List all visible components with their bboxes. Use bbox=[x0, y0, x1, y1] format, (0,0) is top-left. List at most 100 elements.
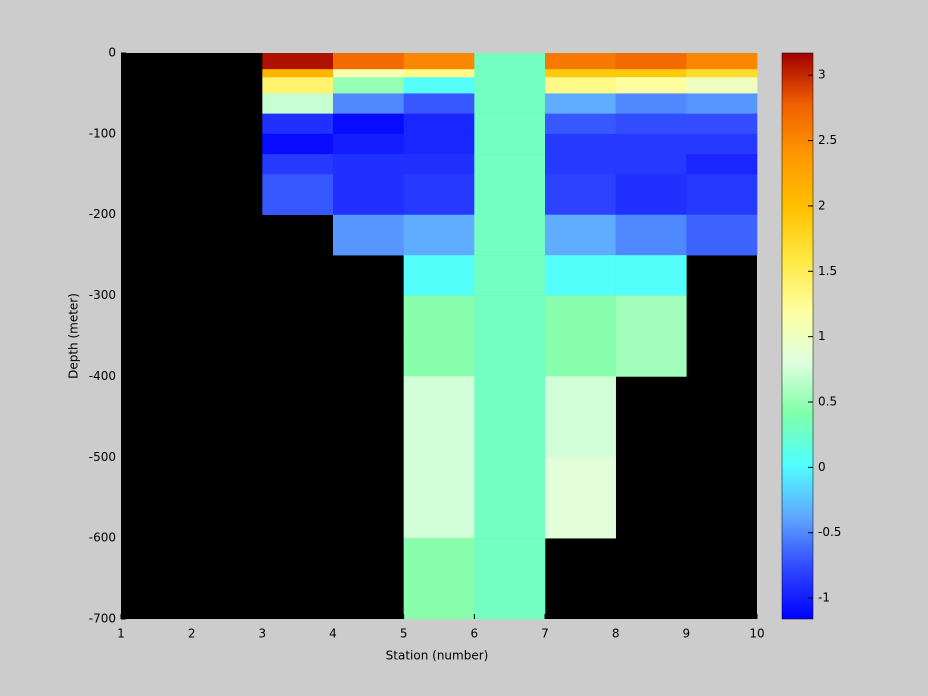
cell bbox=[403, 69, 475, 78]
y-axis-label: Depth (meter) bbox=[67, 293, 81, 379]
y-tick-label: -600 bbox=[89, 531, 116, 545]
cells bbox=[262, 53, 758, 620]
cell bbox=[686, 53, 758, 70]
y-tick-label: -200 bbox=[89, 207, 116, 221]
cell bbox=[474, 174, 546, 216]
x-tick-label: 5 bbox=[400, 627, 408, 641]
y-tick-label: 0 bbox=[108, 46, 116, 60]
cell bbox=[262, 69, 334, 78]
cell bbox=[615, 77, 687, 94]
cell bbox=[545, 214, 616, 256]
cell bbox=[545, 154, 616, 175]
cell bbox=[545, 457, 616, 539]
cell bbox=[545, 376, 616, 458]
y-tick-label: -300 bbox=[89, 288, 116, 302]
y-tick-label: -100 bbox=[89, 126, 116, 140]
cell bbox=[403, 154, 475, 175]
cell bbox=[545, 93, 616, 114]
cell bbox=[262, 133, 334, 155]
cell bbox=[686, 174, 758, 216]
cell bbox=[333, 53, 404, 70]
cell bbox=[615, 93, 687, 114]
cell bbox=[474, 457, 546, 539]
cell bbox=[403, 133, 475, 155]
cell bbox=[615, 133, 687, 155]
cell bbox=[615, 214, 687, 256]
colorbar-tick-label: 2 bbox=[818, 198, 826, 212]
y-tick-label: -500 bbox=[89, 450, 116, 464]
colorbar-tick-label: 0 bbox=[818, 460, 826, 474]
cell bbox=[615, 69, 687, 78]
cell bbox=[262, 77, 334, 94]
cell bbox=[474, 295, 546, 337]
cell bbox=[403, 113, 475, 135]
cell bbox=[474, 336, 546, 377]
cell bbox=[333, 174, 404, 216]
x-tick-label: 3 bbox=[259, 627, 267, 641]
cell bbox=[474, 214, 546, 256]
cell bbox=[403, 295, 475, 337]
cell bbox=[262, 53, 334, 70]
cell bbox=[262, 113, 334, 135]
cell bbox=[403, 214, 475, 256]
cell bbox=[545, 53, 616, 70]
cell bbox=[333, 113, 404, 135]
cell bbox=[686, 154, 758, 175]
x-axis-label: Station (number) bbox=[386, 649, 489, 663]
colorbar-tick-label: 1.5 bbox=[818, 264, 837, 278]
cell bbox=[686, 214, 758, 256]
colorbar-tick-label: 2.5 bbox=[818, 133, 837, 147]
cell bbox=[474, 93, 546, 114]
cell bbox=[545, 295, 616, 337]
cell bbox=[545, 77, 616, 94]
y-tick-label: -400 bbox=[89, 369, 116, 383]
cell bbox=[474, 77, 546, 94]
cell bbox=[686, 93, 758, 114]
cell bbox=[403, 376, 475, 458]
x-tick-label: 10 bbox=[749, 627, 764, 641]
cell bbox=[474, 538, 546, 620]
cell bbox=[615, 154, 687, 175]
x-tick-label: 6 bbox=[471, 627, 479, 641]
cell bbox=[545, 336, 616, 377]
x-tick-label: 2 bbox=[188, 627, 196, 641]
cell bbox=[686, 113, 758, 135]
cell bbox=[403, 336, 475, 377]
cell bbox=[333, 154, 404, 175]
cell bbox=[333, 69, 404, 78]
cell bbox=[403, 93, 475, 114]
cell bbox=[474, 113, 546, 135]
colorbar-tick-label: -0.5 bbox=[818, 525, 841, 539]
cell bbox=[262, 174, 334, 216]
cell bbox=[615, 336, 687, 377]
cell bbox=[333, 214, 404, 256]
colorbar-tick-label: -1 bbox=[818, 591, 830, 605]
x-tick-label: 1 bbox=[117, 627, 125, 641]
colorbar bbox=[781, 52, 814, 620]
cell bbox=[474, 53, 546, 70]
cell bbox=[474, 154, 546, 175]
cell bbox=[333, 133, 404, 155]
cell bbox=[615, 295, 687, 337]
cell bbox=[403, 77, 475, 94]
cell bbox=[262, 154, 334, 175]
cell bbox=[474, 255, 546, 296]
cell bbox=[545, 174, 616, 216]
colorbar-tick-label: 0.5 bbox=[818, 395, 837, 409]
y-tick-label: -700 bbox=[89, 612, 116, 626]
cell bbox=[545, 113, 616, 135]
cell bbox=[333, 77, 404, 94]
cell bbox=[262, 93, 334, 114]
x-tick-label: 8 bbox=[612, 627, 620, 641]
cell bbox=[545, 69, 616, 78]
cell bbox=[403, 53, 475, 70]
cell bbox=[333, 93, 404, 114]
cell bbox=[474, 376, 546, 458]
colorbar-tick-label: 1 bbox=[818, 329, 826, 343]
cell bbox=[686, 77, 758, 94]
cell bbox=[403, 538, 475, 620]
cell bbox=[615, 53, 687, 70]
colorbar-tick-label: 3 bbox=[818, 68, 826, 82]
cell bbox=[615, 255, 687, 296]
